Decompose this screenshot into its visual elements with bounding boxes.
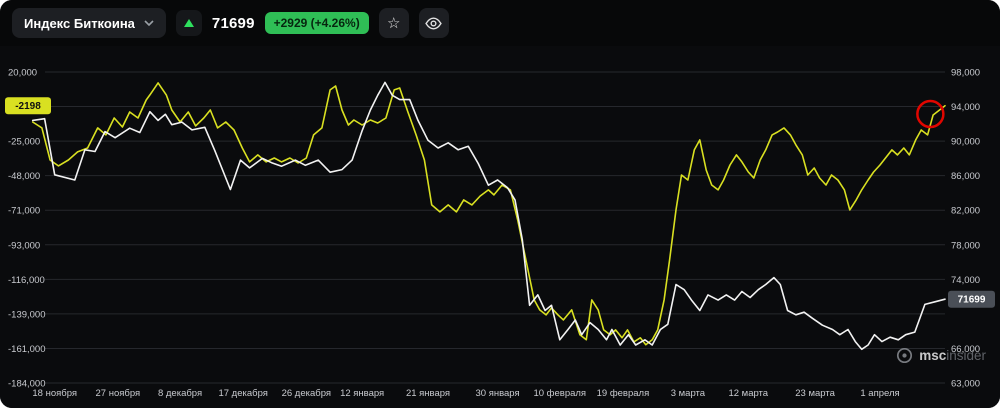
y-axis-label-left: -184,000 xyxy=(8,379,46,390)
price-value-badge xyxy=(948,290,995,308)
symbol-name: Индекс Биткоина xyxy=(24,15,135,31)
y-axis-label-right: 78,000 xyxy=(951,240,980,251)
trend-up-indicator xyxy=(175,10,202,36)
y-axis-label-right: 82,000 xyxy=(951,206,980,217)
star-icon: ☆ xyxy=(386,14,401,32)
y-axis-label-left: -139,000 xyxy=(8,309,46,320)
yellow-index-line xyxy=(31,82,946,346)
x-axis-label: 19 февраля xyxy=(597,388,650,399)
x-axis-label: 26 декабря xyxy=(282,388,331,399)
y-axis-label-right: 90,000 xyxy=(951,137,980,148)
y-axis-label-left: -71,000 xyxy=(8,206,40,217)
eye-icon xyxy=(425,16,442,30)
price-chart[interactable]: 20,000 -25,000 -48,000 -71,000 -93,000 -116,0… xyxy=(0,46,1000,408)
y-axis-label-right: 74,000 xyxy=(951,275,980,286)
x-axis-label: 23 марта xyxy=(795,388,835,399)
y-axis-label-right: 98,000 xyxy=(951,68,980,79)
triangle-up-icon xyxy=(183,19,194,27)
y-axis-label-right: 86,000 xyxy=(951,171,980,182)
x-axis-label: 1 апреля xyxy=(860,388,899,399)
y-axis-label-left: -48,000 xyxy=(8,171,40,182)
y-axis-label-right: 66,000 xyxy=(951,344,980,355)
yellow-value-badge xyxy=(5,97,51,115)
x-axis-label: 21 января xyxy=(406,388,450,399)
chart-area: 20,000 -25,000 -48,000 -71,000 -93,000 -116,0… xyxy=(0,46,1000,408)
x-axis-label: 30 января xyxy=(475,388,519,399)
x-axis-label: 27 ноября xyxy=(96,388,141,399)
y-axis-label-left: -161,000 xyxy=(8,344,46,355)
y-axis-label-right: 94,000 xyxy=(951,102,980,113)
x-axis-label: 12 января xyxy=(340,388,384,399)
x-axis-label: 12 марта xyxy=(728,388,768,399)
visibility-button[interactable] xyxy=(418,8,449,38)
chart-toolbar: Индекс Биткоина 71699 +2929 (+4.26%) ☆ xyxy=(0,0,1000,46)
y-axis-label-left: -93,000 xyxy=(8,240,40,251)
x-axis-label: 3 марта xyxy=(671,388,706,399)
y-axis-label-right: 63,000 xyxy=(951,379,980,390)
last-price: 71699 xyxy=(211,14,255,32)
yellow-value-badge-text: -2198 xyxy=(15,101,41,112)
x-axis-label: 18 ноября xyxy=(32,388,77,399)
x-axis-label: 17 декабря xyxy=(218,388,267,399)
y-axis-label-left: 20,000 xyxy=(8,68,37,79)
y-axis-label-left: -116,000 xyxy=(8,275,45,286)
y-axis-label-left: -25,000 xyxy=(8,137,40,148)
x-axis-label: 8 декабря xyxy=(158,388,202,399)
red-circle-annotation xyxy=(916,99,945,129)
symbol-selector[interactable]: Индекс Биткоина xyxy=(12,8,166,38)
x-axis-label: 10 февраля xyxy=(533,388,586,399)
change-badge: +2929 (+4.26%) xyxy=(264,12,369,34)
price-value-badge-text: 71699 xyxy=(958,295,986,306)
white-price-line xyxy=(31,81,946,351)
favorite-button[interactable]: ☆ xyxy=(378,8,409,38)
chevron-down-icon xyxy=(144,20,154,26)
